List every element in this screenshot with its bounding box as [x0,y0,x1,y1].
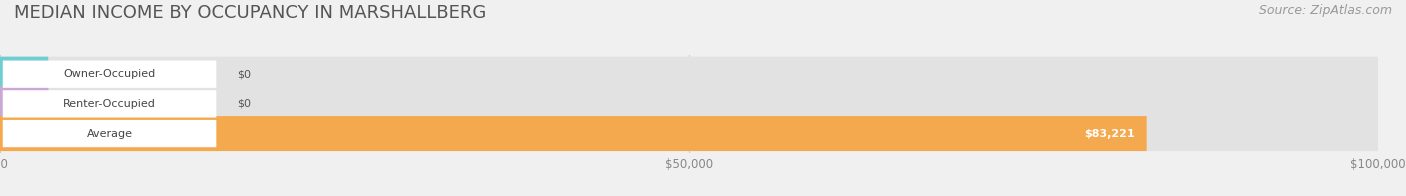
FancyBboxPatch shape [0,57,1378,92]
FancyBboxPatch shape [3,90,217,118]
Text: MEDIAN INCOME BY OCCUPANCY IN MARSHALLBERG: MEDIAN INCOME BY OCCUPANCY IN MARSHALLBE… [14,4,486,22]
FancyBboxPatch shape [3,61,217,88]
FancyBboxPatch shape [0,57,48,92]
Text: Renter-Occupied: Renter-Occupied [63,99,156,109]
Text: Owner-Occupied: Owner-Occupied [63,69,156,79]
Text: $0: $0 [238,99,252,109]
FancyBboxPatch shape [0,86,48,121]
FancyBboxPatch shape [0,116,1378,151]
Text: Average: Average [87,129,132,139]
FancyBboxPatch shape [3,120,217,147]
Text: $83,221: $83,221 [1084,129,1135,139]
Text: $0: $0 [238,69,252,79]
FancyBboxPatch shape [0,86,1378,121]
Text: Source: ZipAtlas.com: Source: ZipAtlas.com [1258,4,1392,17]
FancyBboxPatch shape [0,116,1147,151]
